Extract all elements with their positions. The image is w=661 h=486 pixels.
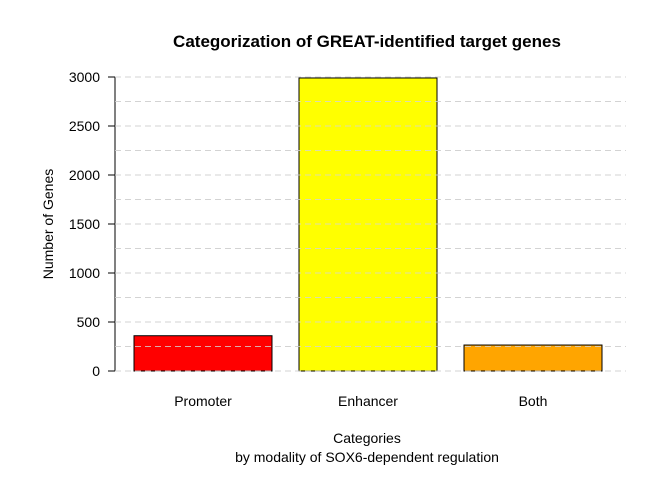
bar-both (463, 344, 603, 372)
y-axis: 0 500 1000 1500 2000 2500 3000 (69, 69, 116, 379)
x-tick-label-both: Both (519, 393, 548, 409)
y-tick-label: 3000 (69, 69, 100, 85)
x-tick-label-promoter: Promoter (174, 393, 232, 409)
grid-overlay (115, 76, 626, 372)
y-tick-label: 2000 (69, 167, 100, 183)
chart-title: Categorization of GREAT-identified targe… (173, 32, 561, 51)
x-axis-tick-labels: Promoter Enhancer Both (174, 393, 547, 409)
y-tick-label: 2500 (69, 118, 100, 134)
y-axis-title: Number of Genes (40, 169, 56, 280)
x-axis-subtitle: by modality of SOX6-dependent regulation (235, 449, 499, 465)
x-tick-label-enhancer: Enhancer (338, 393, 398, 409)
bar-promoter (133, 335, 273, 372)
y-tick-label: 0 (92, 363, 100, 379)
y-tick-label: 500 (77, 314, 101, 330)
y-tick-label: 1000 (69, 265, 100, 281)
y-tick-label: 1500 (69, 216, 100, 232)
x-axis-title: Categories (333, 430, 401, 446)
